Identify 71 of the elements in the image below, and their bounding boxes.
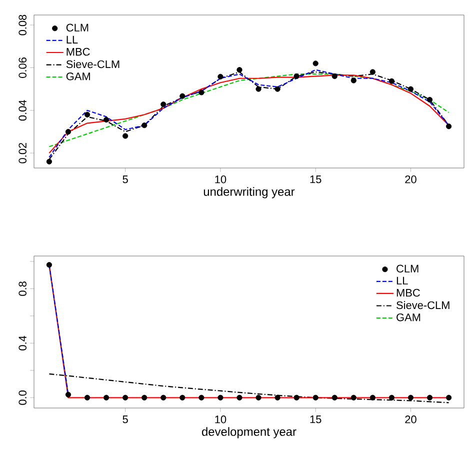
- point: [388, 394, 395, 400]
- point: [332, 394, 338, 400]
- point: [65, 392, 72, 398]
- point: [142, 394, 148, 400]
- point: [294, 394, 300, 400]
- point: [312, 394, 318, 400]
- legend-label: CLM: [66, 24, 88, 32]
- point: [236, 394, 242, 400]
- x-axis-title: underwriting year: [204, 187, 295, 198]
- legend-label: GAM: [66, 72, 90, 80]
- point: [350, 394, 356, 400]
- point: [426, 394, 433, 400]
- point: [65, 128, 72, 135]
- point: [160, 102, 166, 108]
- legend-label: LL: [396, 276, 408, 284]
- point: [218, 74, 224, 80]
- point: [142, 122, 148, 128]
- x-tick-label: 15: [310, 416, 322, 424]
- point: [180, 394, 186, 400]
- x-axis-title: development year: [202, 427, 296, 438]
- y-tick-label: 0.02: [18, 142, 26, 164]
- point: [370, 69, 376, 75]
- legend-label: LL: [66, 36, 78, 44]
- point: [218, 394, 224, 400]
- x-tick-label: 15: [310, 176, 322, 184]
- y-tick-label: 0.08: [18, 14, 26, 36]
- x-tick-label: 20: [405, 176, 416, 184]
- point: [274, 394, 280, 400]
- y-tick-label: 0.0: [18, 390, 26, 405]
- y-tick-label: 0.06: [18, 58, 26, 78]
- point: [408, 86, 414, 92]
- legend-label: MBC: [66, 48, 90, 56]
- point: [294, 73, 300, 80]
- point: [198, 394, 204, 400]
- point: [350, 78, 356, 84]
- point: [84, 394, 90, 400]
- y-tick-label: 0.04: [18, 100, 26, 121]
- point: [122, 133, 128, 139]
- legend-label: GAM: [396, 313, 420, 322]
- point: [46, 262, 52, 268]
- legend-label: CLM: [396, 264, 418, 273]
- point: [426, 96, 433, 103]
- point: [312, 60, 318, 66]
- legend-label: MBC: [396, 288, 420, 297]
- point: [332, 73, 338, 80]
- point: [370, 394, 376, 400]
- point: [408, 394, 414, 400]
- legend-label: Sieve-CLM: [396, 301, 450, 310]
- x-tick-label: 5: [122, 176, 128, 184]
- y-tick-label: 0.8: [18, 282, 26, 296]
- point: [104, 116, 110, 123]
- x-tick-label: 10: [215, 416, 226, 424]
- point: [46, 158, 52, 164]
- x-tick-label: 5: [122, 416, 128, 424]
- y-tick-label: 0.4: [18, 336, 26, 350]
- point: [256, 86, 262, 92]
- point: [104, 394, 110, 400]
- point: [388, 78, 395, 84]
- legend-label: Sieve-CLM: [66, 60, 120, 68]
- point: [160, 394, 166, 400]
- point: [198, 90, 204, 96]
- point: [446, 394, 452, 400]
- point: [256, 394, 262, 400]
- point: [122, 394, 128, 400]
- point: [446, 124, 452, 130]
- x-tick-label: 20: [405, 416, 416, 424]
- point: [236, 67, 242, 73]
- point: [84, 112, 90, 118]
- point: [274, 86, 280, 92]
- point: [180, 93, 186, 99]
- x-tick-label: 10: [215, 176, 226, 184]
